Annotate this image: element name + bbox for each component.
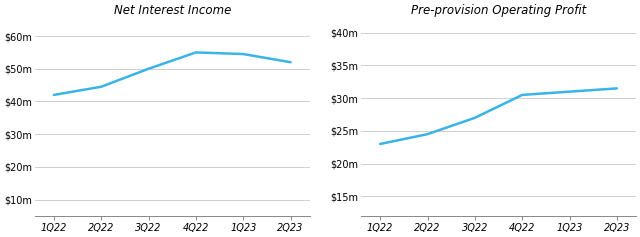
Title: Pre-provision Operating Profit: Pre-provision Operating Profit bbox=[411, 4, 586, 17]
Title: Net Interest Income: Net Interest Income bbox=[113, 4, 231, 17]
